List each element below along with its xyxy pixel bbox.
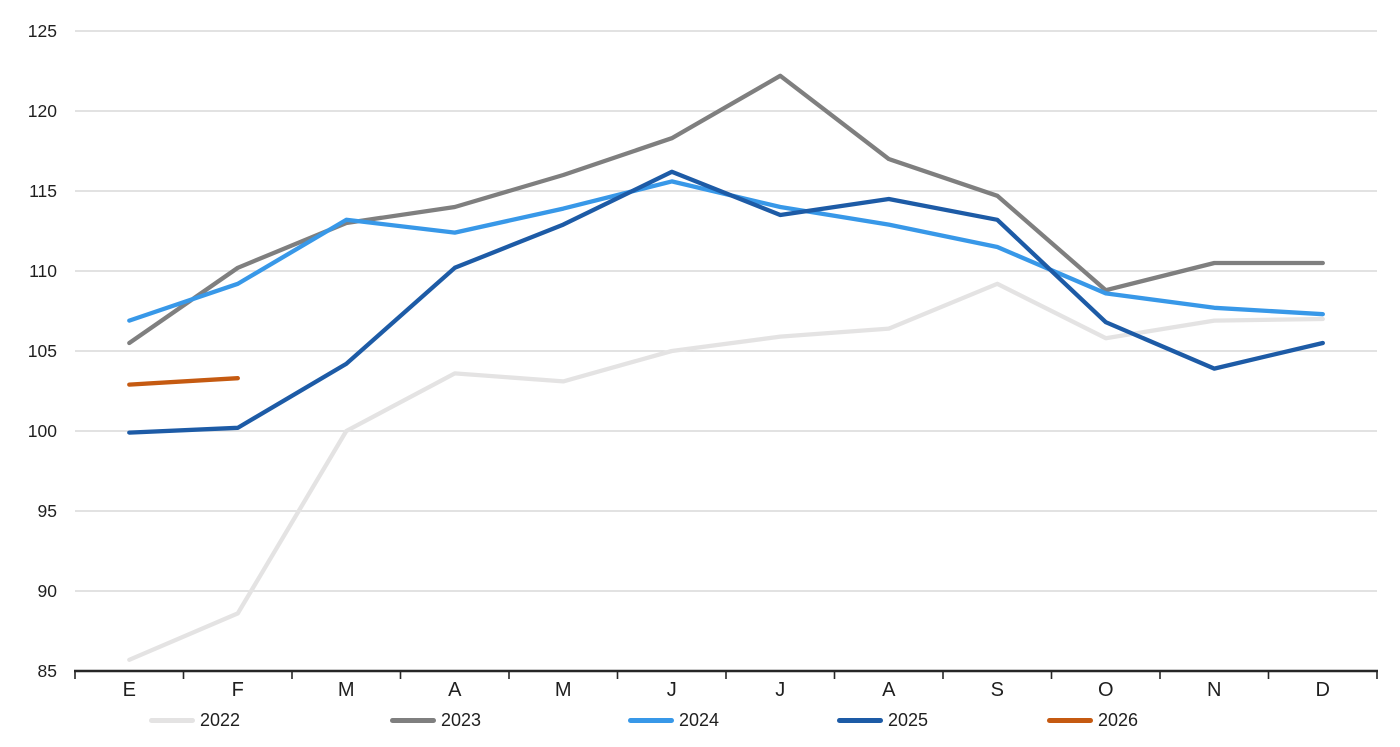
x-month-label: J (775, 679, 785, 701)
legend-label: 2026 (1098, 710, 1139, 730)
x-month-label: O (1098, 679, 1114, 701)
legend-item-2024: 2024 (628, 704, 719, 736)
y-tick-label: 110 (29, 261, 57, 281)
legend-swatch-2022 (149, 717, 195, 723)
legend-swatch-2023 (390, 717, 436, 723)
series-line-2022 (127, 281, 1325, 662)
x-month-label: J (667, 679, 677, 701)
x-month-label: A (882, 679, 896, 701)
y-tick-label: 95 (38, 501, 57, 521)
y-tick-label: 120 (28, 101, 57, 121)
x-month-label: N (1207, 679, 1221, 701)
x-month-label: E (123, 679, 136, 701)
x-month-label: A (448, 679, 462, 701)
legend-label: 2025 (888, 710, 929, 730)
series-line-2025 (127, 169, 1325, 435)
y-tick-label: 115 (29, 181, 57, 201)
x-month-label: M (338, 679, 355, 701)
legend: 2022 2023 2024 2025 2026 (0, 704, 1400, 744)
y-tick-label: 100 (28, 421, 57, 441)
series-line-2023 (127, 73, 1325, 346)
x-month-label: S (991, 679, 1004, 701)
legend-label: 2022 (200, 710, 241, 730)
x-month-label: F (232, 679, 244, 701)
x-month-label: D (1316, 679, 1330, 701)
legend-item-2022: 2022 (149, 704, 240, 736)
legend-item-2025: 2025 (837, 704, 928, 736)
y-tick-label: 85 (38, 661, 57, 681)
legend-item-2026: 2026 (1047, 704, 1138, 736)
legend-swatch-2024 (628, 717, 674, 723)
series-line-2024 (127, 179, 1325, 323)
legend-swatch-2025 (837, 717, 883, 723)
legend-swatch-2026 (1047, 717, 1093, 723)
legend-label: 2024 (679, 710, 720, 730)
legend-item-2023: 2023 (390, 704, 481, 736)
series-line-2026 (127, 376, 240, 387)
y-tick-label: 125 (28, 21, 57, 41)
y-tick-label: 105 (28, 341, 57, 361)
y-tick-label: 90 (38, 581, 58, 601)
legend-label: 2023 (441, 710, 482, 730)
x-month-label: M (555, 679, 572, 701)
